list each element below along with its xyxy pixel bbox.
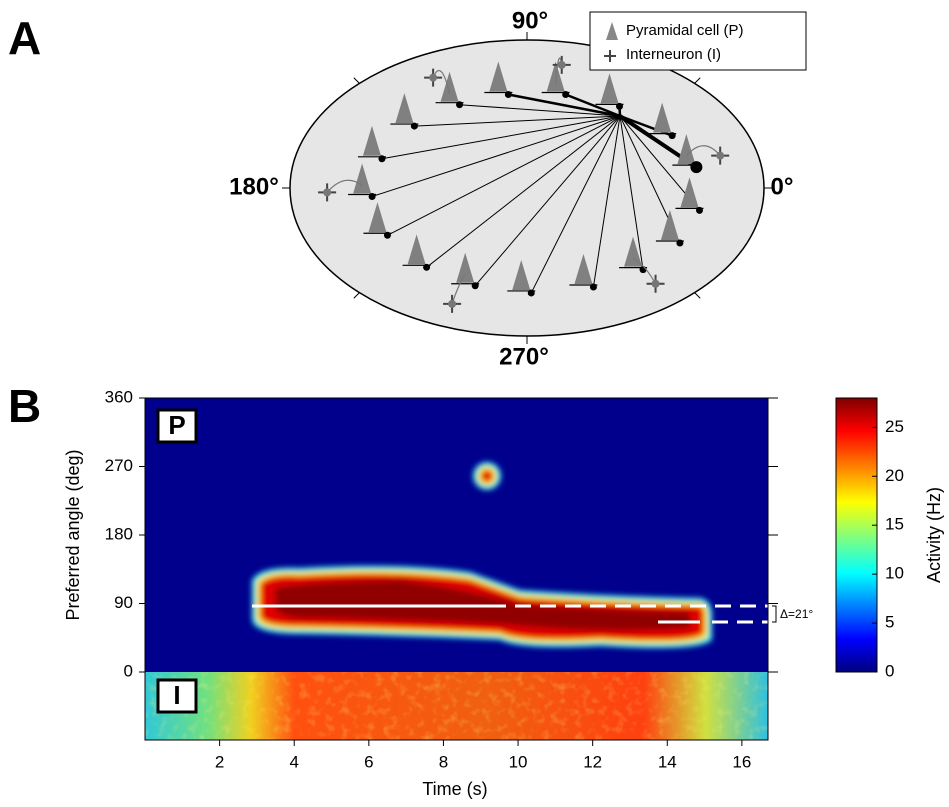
panel-label: B <box>8 380 41 432</box>
annotation: Δ=21° <box>780 607 813 621</box>
synapse <box>676 240 683 247</box>
synapse <box>528 289 535 296</box>
colorbar-label: Activity (Hz) <box>924 487 944 583</box>
ring-tick <box>695 293 701 299</box>
synapse <box>456 101 463 108</box>
x-tick-label: 14 <box>658 752 677 771</box>
delta-bracket <box>772 606 776 622</box>
y-tick-label: 360 <box>105 387 133 406</box>
synapse <box>590 283 597 290</box>
colorbar-tick-label: 20 <box>885 466 904 485</box>
colorbar-tick-label: 15 <box>885 515 904 534</box>
x-axis-label: Time (s) <box>422 779 487 799</box>
synapse <box>669 132 676 139</box>
x-tick-label: 6 <box>364 752 373 771</box>
synapse <box>505 91 512 98</box>
synapse <box>472 282 479 289</box>
angle-label: 90° <box>512 7 548 34</box>
synapse <box>411 123 418 130</box>
legend-text: Pyramidal cell (P) <box>626 22 744 39</box>
synapse <box>690 161 702 173</box>
synapse <box>616 103 623 110</box>
synapse <box>369 193 376 200</box>
synapse <box>562 91 569 98</box>
x-tick-label: 2 <box>215 752 224 771</box>
x-tick-label: 10 <box>509 752 528 771</box>
colorbar-tick-label: 25 <box>885 417 904 436</box>
y-tick-label: 270 <box>105 456 133 475</box>
x-tick-label: 12 <box>583 752 602 771</box>
synapse <box>384 232 391 239</box>
panel-tag-text: I <box>173 680 180 710</box>
y-tick-label: 180 <box>105 524 133 543</box>
x-tick-label: 16 <box>732 752 751 771</box>
interneuron-texture <box>145 672 768 740</box>
colorbar <box>836 398 877 672</box>
y-tick-label: 90 <box>114 593 133 612</box>
angle-label: 0° <box>771 173 794 200</box>
y-axis-label: Preferred angle (deg) <box>63 449 83 620</box>
ring-tick <box>695 78 701 84</box>
synapse <box>423 264 430 271</box>
angle-label: 180° <box>229 173 279 200</box>
angle-label: 270° <box>499 343 549 370</box>
colorbar-tick-label: 0 <box>885 661 894 680</box>
colorbar-tick-label: 10 <box>885 564 904 583</box>
panel-a: A 90° 180° 0° 270° Pyramidal cell (P) In… <box>8 7 806 370</box>
y-tick-label: 0 <box>124 661 133 680</box>
panel-tag-text: P <box>168 410 185 440</box>
synapse <box>696 207 703 214</box>
x-tick-label: 4 <box>289 752 298 771</box>
colorbar-tick-label: 5 <box>885 613 894 632</box>
figure: A 90° 180° 0° 270° Pyramidal cell (P) In… <box>0 0 949 802</box>
panel-label: A <box>8 12 41 64</box>
x-tick-label: 8 <box>439 752 448 771</box>
ring-tick <box>354 293 360 299</box>
panel-b: B Δ=21° P I Time (s) Preferred angle (de… <box>8 380 944 799</box>
legend-text: Interneuron (I) <box>626 46 721 63</box>
ring-tick <box>354 78 360 84</box>
synapse <box>378 155 385 162</box>
